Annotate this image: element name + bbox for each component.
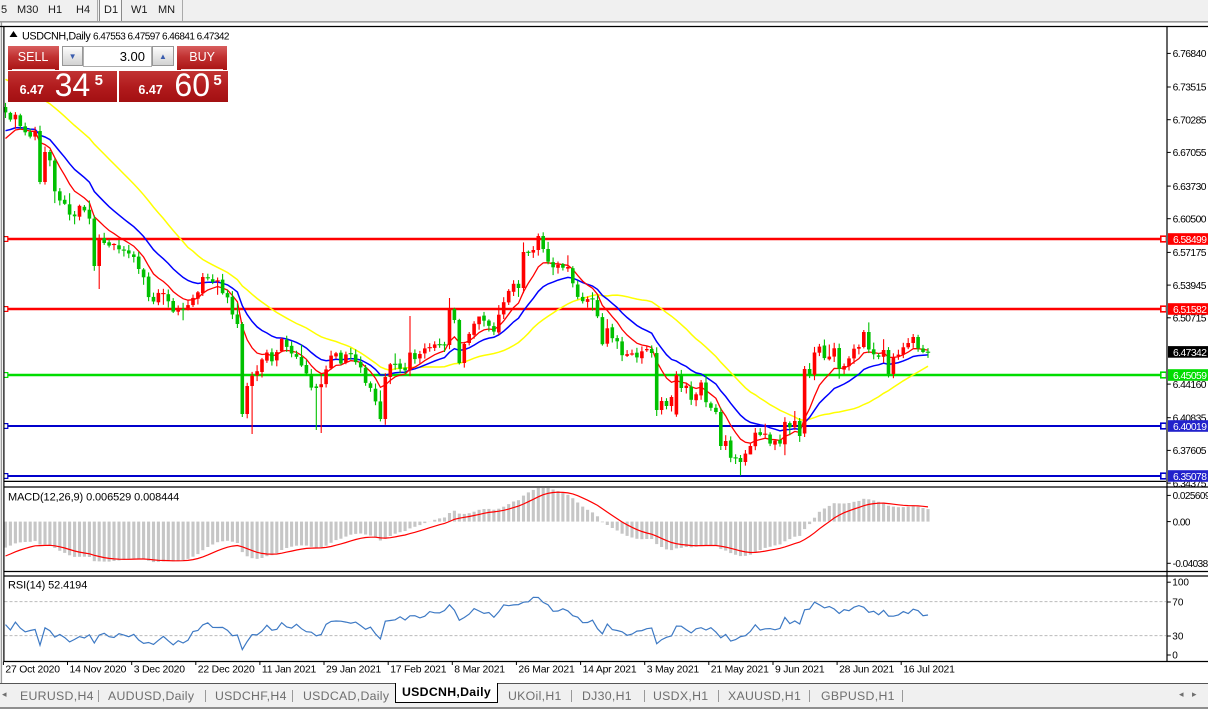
svg-text:6.35078: 6.35078 <box>1173 472 1207 483</box>
svg-text:6.57175: 6.57175 <box>1173 248 1207 259</box>
svg-text:26 Mar 2021: 26 Mar 2021 <box>518 665 575 676</box>
svg-text:-0.040386: -0.040386 <box>1173 559 1208 570</box>
svg-text:22 Dec 2020: 22 Dec 2020 <box>198 665 255 676</box>
svg-text:6.58499: 6.58499 <box>1173 235 1207 246</box>
svg-text:MACD(12,26,9) 0.006529 0.00844: MACD(12,26,9) 0.006529 0.008444 <box>8 492 179 504</box>
svg-text:100: 100 <box>1172 578 1189 589</box>
svg-text:0: 0 <box>1172 651 1178 662</box>
svg-text:21 May 2021: 21 May 2021 <box>711 665 769 676</box>
svg-text:6.47342: 6.47342 <box>1173 348 1207 359</box>
svg-text:6.63730: 6.63730 <box>1173 182 1207 193</box>
svg-text:6.40835: 6.40835 <box>1173 413 1207 424</box>
svg-text:6.37605: 6.37605 <box>1173 446 1207 457</box>
svg-text:0.025609: 0.025609 <box>1173 491 1208 502</box>
svg-text:8 Mar 2021: 8 Mar 2021 <box>454 665 505 676</box>
svg-text:6.53945: 6.53945 <box>1173 281 1207 292</box>
svg-text:6.50715: 6.50715 <box>1173 314 1207 325</box>
svg-text:16 Jul 2021: 16 Jul 2021 <box>903 665 955 676</box>
svg-text:RSI(14) 52.4194: RSI(14) 52.4194 <box>8 580 87 592</box>
svg-text:6.34375: 6.34375 <box>1173 479 1207 490</box>
svg-text:USDCNH,Daily: USDCNH,Daily <box>22 31 91 43</box>
svg-text:27 Oct 2020: 27 Oct 2020 <box>5 665 60 676</box>
svg-text:6.51582: 6.51582 <box>1173 305 1207 316</box>
svg-text:3 Dec 2020: 3 Dec 2020 <box>134 665 186 676</box>
svg-text:17 Feb 2021: 17 Feb 2021 <box>390 665 447 676</box>
svg-text:14 Apr 2021: 14 Apr 2021 <box>583 665 637 676</box>
svg-text:28 Jun 2021: 28 Jun 2021 <box>839 665 894 676</box>
svg-text:6.73515: 6.73515 <box>1173 83 1207 94</box>
svg-text:70: 70 <box>1172 598 1184 609</box>
svg-text:3 May 2021: 3 May 2021 <box>647 665 700 676</box>
svg-text:11 Jan 2021: 11 Jan 2021 <box>262 665 317 676</box>
svg-text:6.76840: 6.76840 <box>1173 49 1207 60</box>
svg-text:6.60500: 6.60500 <box>1173 214 1207 225</box>
svg-text:30: 30 <box>1172 632 1184 643</box>
svg-text:6.45059: 6.45059 <box>1173 371 1207 382</box>
svg-text:9 Jun 2021: 9 Jun 2021 <box>775 665 825 676</box>
svg-text:14 Nov 2020: 14 Nov 2020 <box>70 665 127 676</box>
svg-text:6.47553 6.47597 6.46841 6.4734: 6.47553 6.47597 6.46841 6.47342 <box>93 32 230 43</box>
svg-text:0.00: 0.00 <box>1173 517 1191 528</box>
svg-text:6.67055: 6.67055 <box>1173 148 1207 159</box>
svg-text:6.70285: 6.70285 <box>1173 115 1207 126</box>
svg-text:6.44160: 6.44160 <box>1173 380 1207 391</box>
svg-text:6.40019: 6.40019 <box>1173 422 1207 433</box>
svg-text:29 Jan 2021: 29 Jan 2021 <box>326 665 381 676</box>
